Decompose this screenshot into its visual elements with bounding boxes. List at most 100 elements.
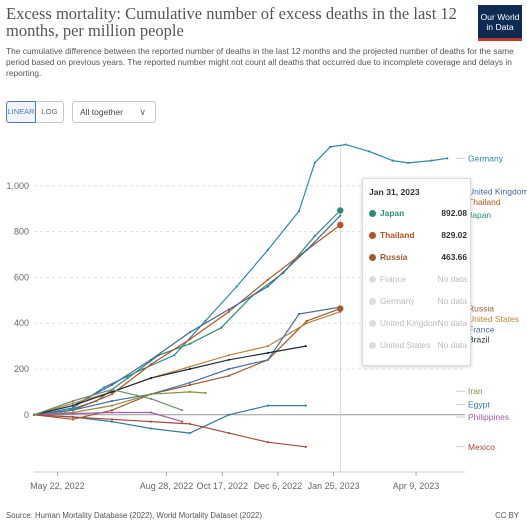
data-point-france <box>71 409 75 412</box>
data-point-japan <box>220 326 223 329</box>
data-point-uk <box>339 214 342 217</box>
tooltip-series-value: 892.08 <box>441 208 467 218</box>
data-point-extra <box>110 388 114 391</box>
x-tick-label: Apr 9, 2023 <box>393 481 440 491</box>
data-point-mexico <box>149 420 153 423</box>
data-point-brazil <box>188 367 192 371</box>
data-point-mexico <box>227 431 231 435</box>
data-point-germany <box>329 145 332 148</box>
data-point-germany <box>344 143 347 146</box>
series-end-label: Philippines <box>468 412 509 422</box>
tooltip-series-value: No data <box>437 340 467 350</box>
data-point-russia <box>188 383 192 387</box>
data-point-iran <box>149 393 153 396</box>
series-color-dot <box>369 210 376 217</box>
tooltip-series-value: No data <box>437 274 467 284</box>
data-point-germany <box>313 161 316 164</box>
data-point-russia <box>110 409 114 412</box>
data-point-brazil <box>304 344 307 348</box>
data-point-japan <box>126 377 129 380</box>
series-color-dot <box>369 320 376 327</box>
source-note: Source: Human Mortality Database (2022),… <box>6 511 262 520</box>
data-point-uk <box>305 248 308 252</box>
data-point-extra <box>149 397 153 400</box>
data-point-us <box>188 365 192 368</box>
chart-title: Excess mortality: Cumulative number of e… <box>6 4 457 40</box>
logo-line-1: Our World <box>480 12 520 22</box>
tooltip-series-name: Japan <box>380 208 405 218</box>
data-point-egypt <box>188 431 192 435</box>
hover-marker-thailand <box>337 221 344 229</box>
data-point-germany <box>173 354 176 357</box>
data-point-thailand <box>110 393 114 396</box>
data-point-iran <box>110 404 114 407</box>
x-tick-label: Jan 25, 2023 <box>308 481 360 491</box>
chevron-down-icon: ∨ <box>139 107 146 117</box>
tooltip-series-value: No data <box>437 296 467 306</box>
y-tick-label: 600 <box>14 272 29 282</box>
data-point-philippines <box>110 411 114 414</box>
series-line-uk <box>33 215 341 416</box>
series-color-dot <box>369 298 376 305</box>
facet-select-value: All together <box>80 107 123 117</box>
data-point-egypt <box>110 420 114 423</box>
tooltip-series-name: Thailand <box>380 230 415 240</box>
data-point-mexico <box>304 445 307 448</box>
tooltip-row: France No data <box>369 273 467 287</box>
series-end-label: Brazil <box>468 335 489 345</box>
y-tick-label: 800 <box>14 227 29 237</box>
series-color-dot <box>369 254 376 261</box>
data-point-egypt <box>304 404 307 407</box>
facet-select[interactable]: All together ∨ <box>72 101 156 123</box>
x-tick-label: Dec 6, 2022 <box>254 481 303 491</box>
data-point-thailand <box>266 278 269 281</box>
chart-subtitle: The cumulative difference between the re… <box>6 46 514 78</box>
data-point-france <box>110 399 114 403</box>
data-point-brazil <box>149 377 153 380</box>
data-point-philippines <box>71 412 75 415</box>
tooltip-series-name: Germany <box>380 296 415 306</box>
owid-logo[interactable]: Our World in Data <box>478 5 522 41</box>
data-point-uk <box>266 285 269 288</box>
tooltip-series-value: 463.66 <box>441 252 467 262</box>
tooltip-row: Germany No data <box>369 295 467 309</box>
data-point-mexico <box>71 415 75 419</box>
series-line-iran <box>33 391 207 416</box>
data-point-egypt <box>266 404 269 407</box>
y-tick-label: 1,000 <box>6 181 29 191</box>
tooltip-row: Russia 463.66 <box>369 251 467 265</box>
tooltip-series-value: No data <box>437 318 467 328</box>
series-line-mexico <box>33 414 307 448</box>
series-end-label: Russia <box>468 304 494 314</box>
data-point-egypt <box>227 413 231 416</box>
data-point-germany <box>407 161 410 164</box>
tooltip-row: Japan 892.08 <box>369 207 467 221</box>
linear-scale-button[interactable]: LINEAR <box>6 101 36 123</box>
tooltip-row: United States No data <box>369 339 467 353</box>
data-point-germany <box>103 386 106 389</box>
series-color-dot <box>369 232 376 239</box>
series-end-label: Thailand <box>468 197 501 207</box>
license-label[interactable]: CC BY <box>495 511 519 520</box>
data-point-russia <box>71 418 75 421</box>
series-end-label: Germany <box>468 153 504 163</box>
log-scale-button[interactable]: LOG <box>36 101 64 123</box>
series-color-dot <box>369 276 376 283</box>
hover-marker-japan <box>337 207 344 214</box>
data-point-extra <box>181 409 184 412</box>
x-tick-label: Aug 28, 2022 <box>140 481 194 491</box>
data-point-mexico <box>188 422 192 426</box>
tooltip-series-value: 829.02 <box>441 230 467 240</box>
hover-marker-russia <box>337 305 344 312</box>
data-point-uk <box>227 308 231 311</box>
data-point-uk <box>149 358 153 361</box>
tooltip-series-name: Russia <box>380 252 408 262</box>
data-point-uk <box>110 383 114 387</box>
y-tick-label: 200 <box>14 364 29 374</box>
data-point-japan <box>188 342 192 345</box>
data-point-brazil <box>71 404 75 407</box>
data-point-france <box>266 358 269 361</box>
tooltip-series-name: United States <box>380 340 431 350</box>
data-point-france <box>297 312 301 316</box>
